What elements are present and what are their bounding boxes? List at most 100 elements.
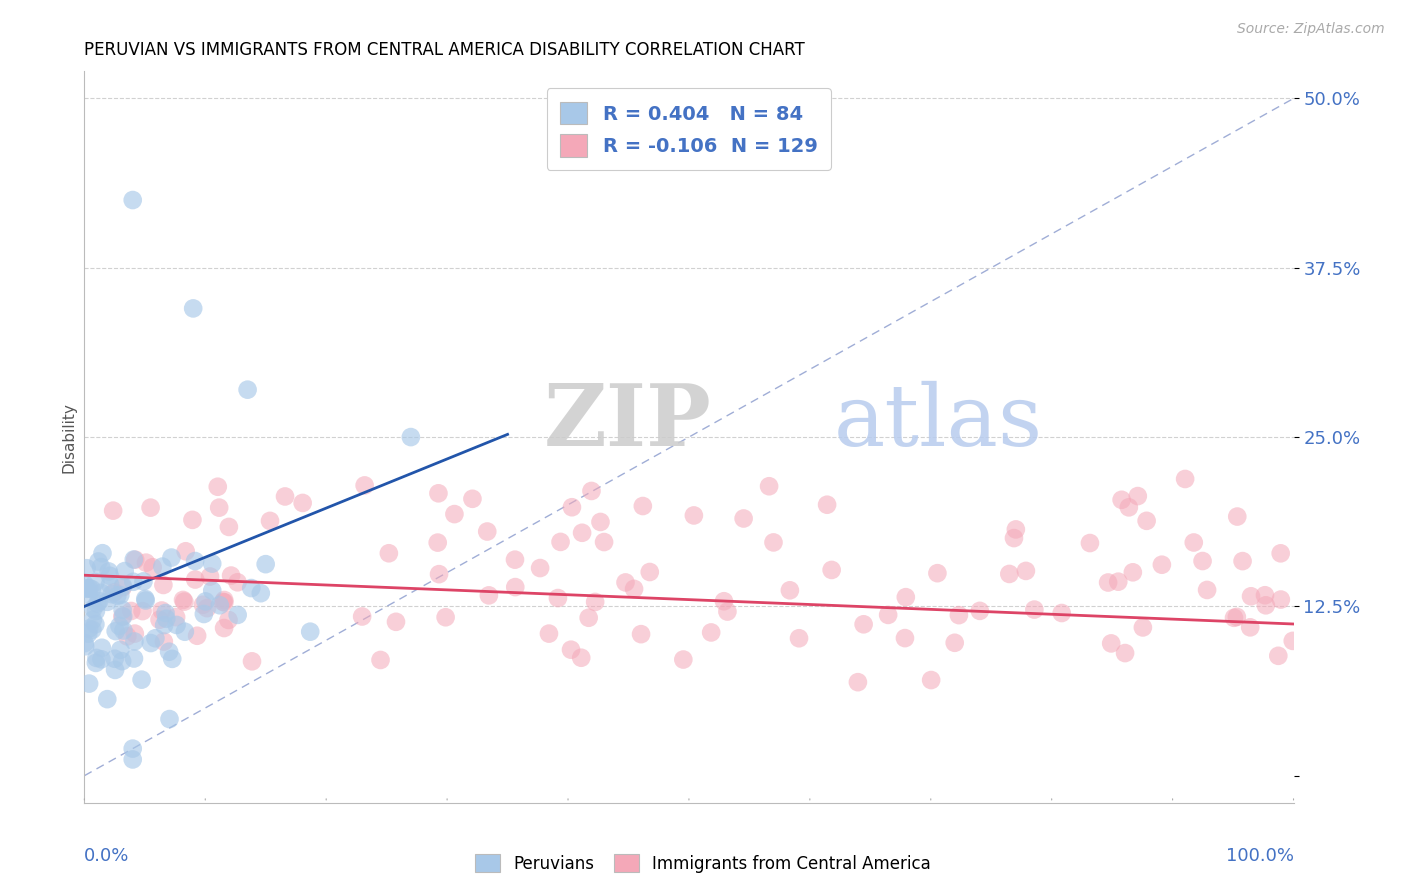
- Point: [571, 525, 593, 540]
- Point: [77, 676, 100, 690]
- Point: [112, 609, 135, 624]
- Point: [90, 586, 112, 600]
- Point: [122, 552, 145, 566]
- Point: [208, 599, 231, 613]
- Point: [998, 566, 1021, 581]
- Point: [186, 629, 208, 643]
- Point: [758, 479, 780, 493]
- Point: [820, 563, 842, 577]
- Point: [1267, 648, 1289, 663]
- Point: [623, 582, 645, 596]
- Point: [249, 586, 271, 600]
- Point: [214, 595, 236, 609]
- Point: [560, 642, 582, 657]
- Point: [353, 478, 375, 492]
- Point: [101, 503, 124, 517]
- Point: [155, 612, 177, 626]
- Point: [84, 656, 107, 670]
- Point: [120, 604, 142, 618]
- Point: [86, 651, 108, 665]
- Point: [477, 524, 499, 539]
- Point: [195, 601, 218, 615]
- Point: [638, 565, 661, 579]
- Point: [103, 585, 125, 599]
- Point: [529, 561, 551, 575]
- Point: [207, 480, 229, 494]
- Point: [1118, 500, 1140, 515]
- Point: [920, 673, 942, 687]
- Point: [1097, 575, 1119, 590]
- Point: [131, 604, 153, 618]
- Point: [110, 588, 132, 602]
- Point: [503, 580, 526, 594]
- Point: [91, 546, 114, 560]
- Point: [352, 609, 374, 624]
- Point: [1024, 602, 1046, 616]
- Point: [172, 593, 194, 607]
- Point: [173, 624, 195, 639]
- Point: [779, 583, 801, 598]
- Point: [162, 652, 184, 666]
- Point: [111, 609, 134, 624]
- Point: [291, 496, 314, 510]
- Point: [927, 566, 949, 581]
- Point: [73, 636, 96, 650]
- Point: [201, 557, 224, 571]
- Point: [84, 617, 107, 632]
- Point: [299, 624, 322, 639]
- Point: [1254, 599, 1277, 613]
- Text: Source: ZipAtlas.com: Source: ZipAtlas.com: [1237, 22, 1385, 37]
- Point: [96, 692, 118, 706]
- Point: [212, 621, 235, 635]
- Point: [122, 574, 145, 589]
- Point: [104, 624, 127, 639]
- Point: [121, 752, 143, 766]
- Point: [478, 588, 501, 602]
- Point: [104, 652, 127, 666]
- Point: [1226, 509, 1249, 524]
- Point: [142, 560, 165, 574]
- Point: [1239, 620, 1261, 634]
- Point: [96, 595, 118, 609]
- Point: [1050, 606, 1073, 620]
- Point: [1107, 574, 1129, 589]
- Point: [1281, 633, 1303, 648]
- Point: [1150, 558, 1173, 572]
- Point: [77, 622, 100, 636]
- Legend: Peruvians, Immigrants from Central America: Peruvians, Immigrants from Central Ameri…: [468, 847, 938, 880]
- Point: [145, 632, 167, 646]
- Point: [160, 550, 183, 565]
- Point: [105, 589, 128, 603]
- Point: [569, 650, 592, 665]
- Point: [153, 618, 176, 632]
- Point: [212, 595, 235, 609]
- Point: [155, 606, 177, 620]
- Point: [98, 577, 121, 591]
- Point: [104, 663, 127, 677]
- Point: [124, 552, 146, 566]
- Point: [593, 535, 616, 549]
- Point: [537, 626, 560, 640]
- Point: [713, 594, 735, 608]
- Point: [150, 559, 173, 574]
- Point: [150, 603, 173, 617]
- Point: [877, 607, 900, 622]
- Point: [547, 591, 569, 605]
- Point: [1226, 610, 1249, 624]
- Point: [76, 581, 98, 595]
- Point: [226, 575, 249, 590]
- Point: [259, 514, 281, 528]
- Y-axis label: Disability: Disability: [60, 401, 76, 473]
- Point: [77, 588, 100, 602]
- Text: PERUVIAN VS IMMIGRANTS FROM CENTRAL AMERICA DISABILITY CORRELATION CHART: PERUVIAN VS IMMIGRANTS FROM CENTRAL AMER…: [84, 41, 806, 59]
- Point: [82, 601, 104, 615]
- Point: [86, 597, 108, 611]
- Point: [846, 675, 869, 690]
- Point: [112, 624, 135, 638]
- Point: [201, 583, 224, 598]
- Point: [550, 535, 572, 549]
- Point: [82, 613, 104, 627]
- Point: [236, 383, 259, 397]
- Point: [1197, 582, 1219, 597]
- Point: [370, 653, 392, 667]
